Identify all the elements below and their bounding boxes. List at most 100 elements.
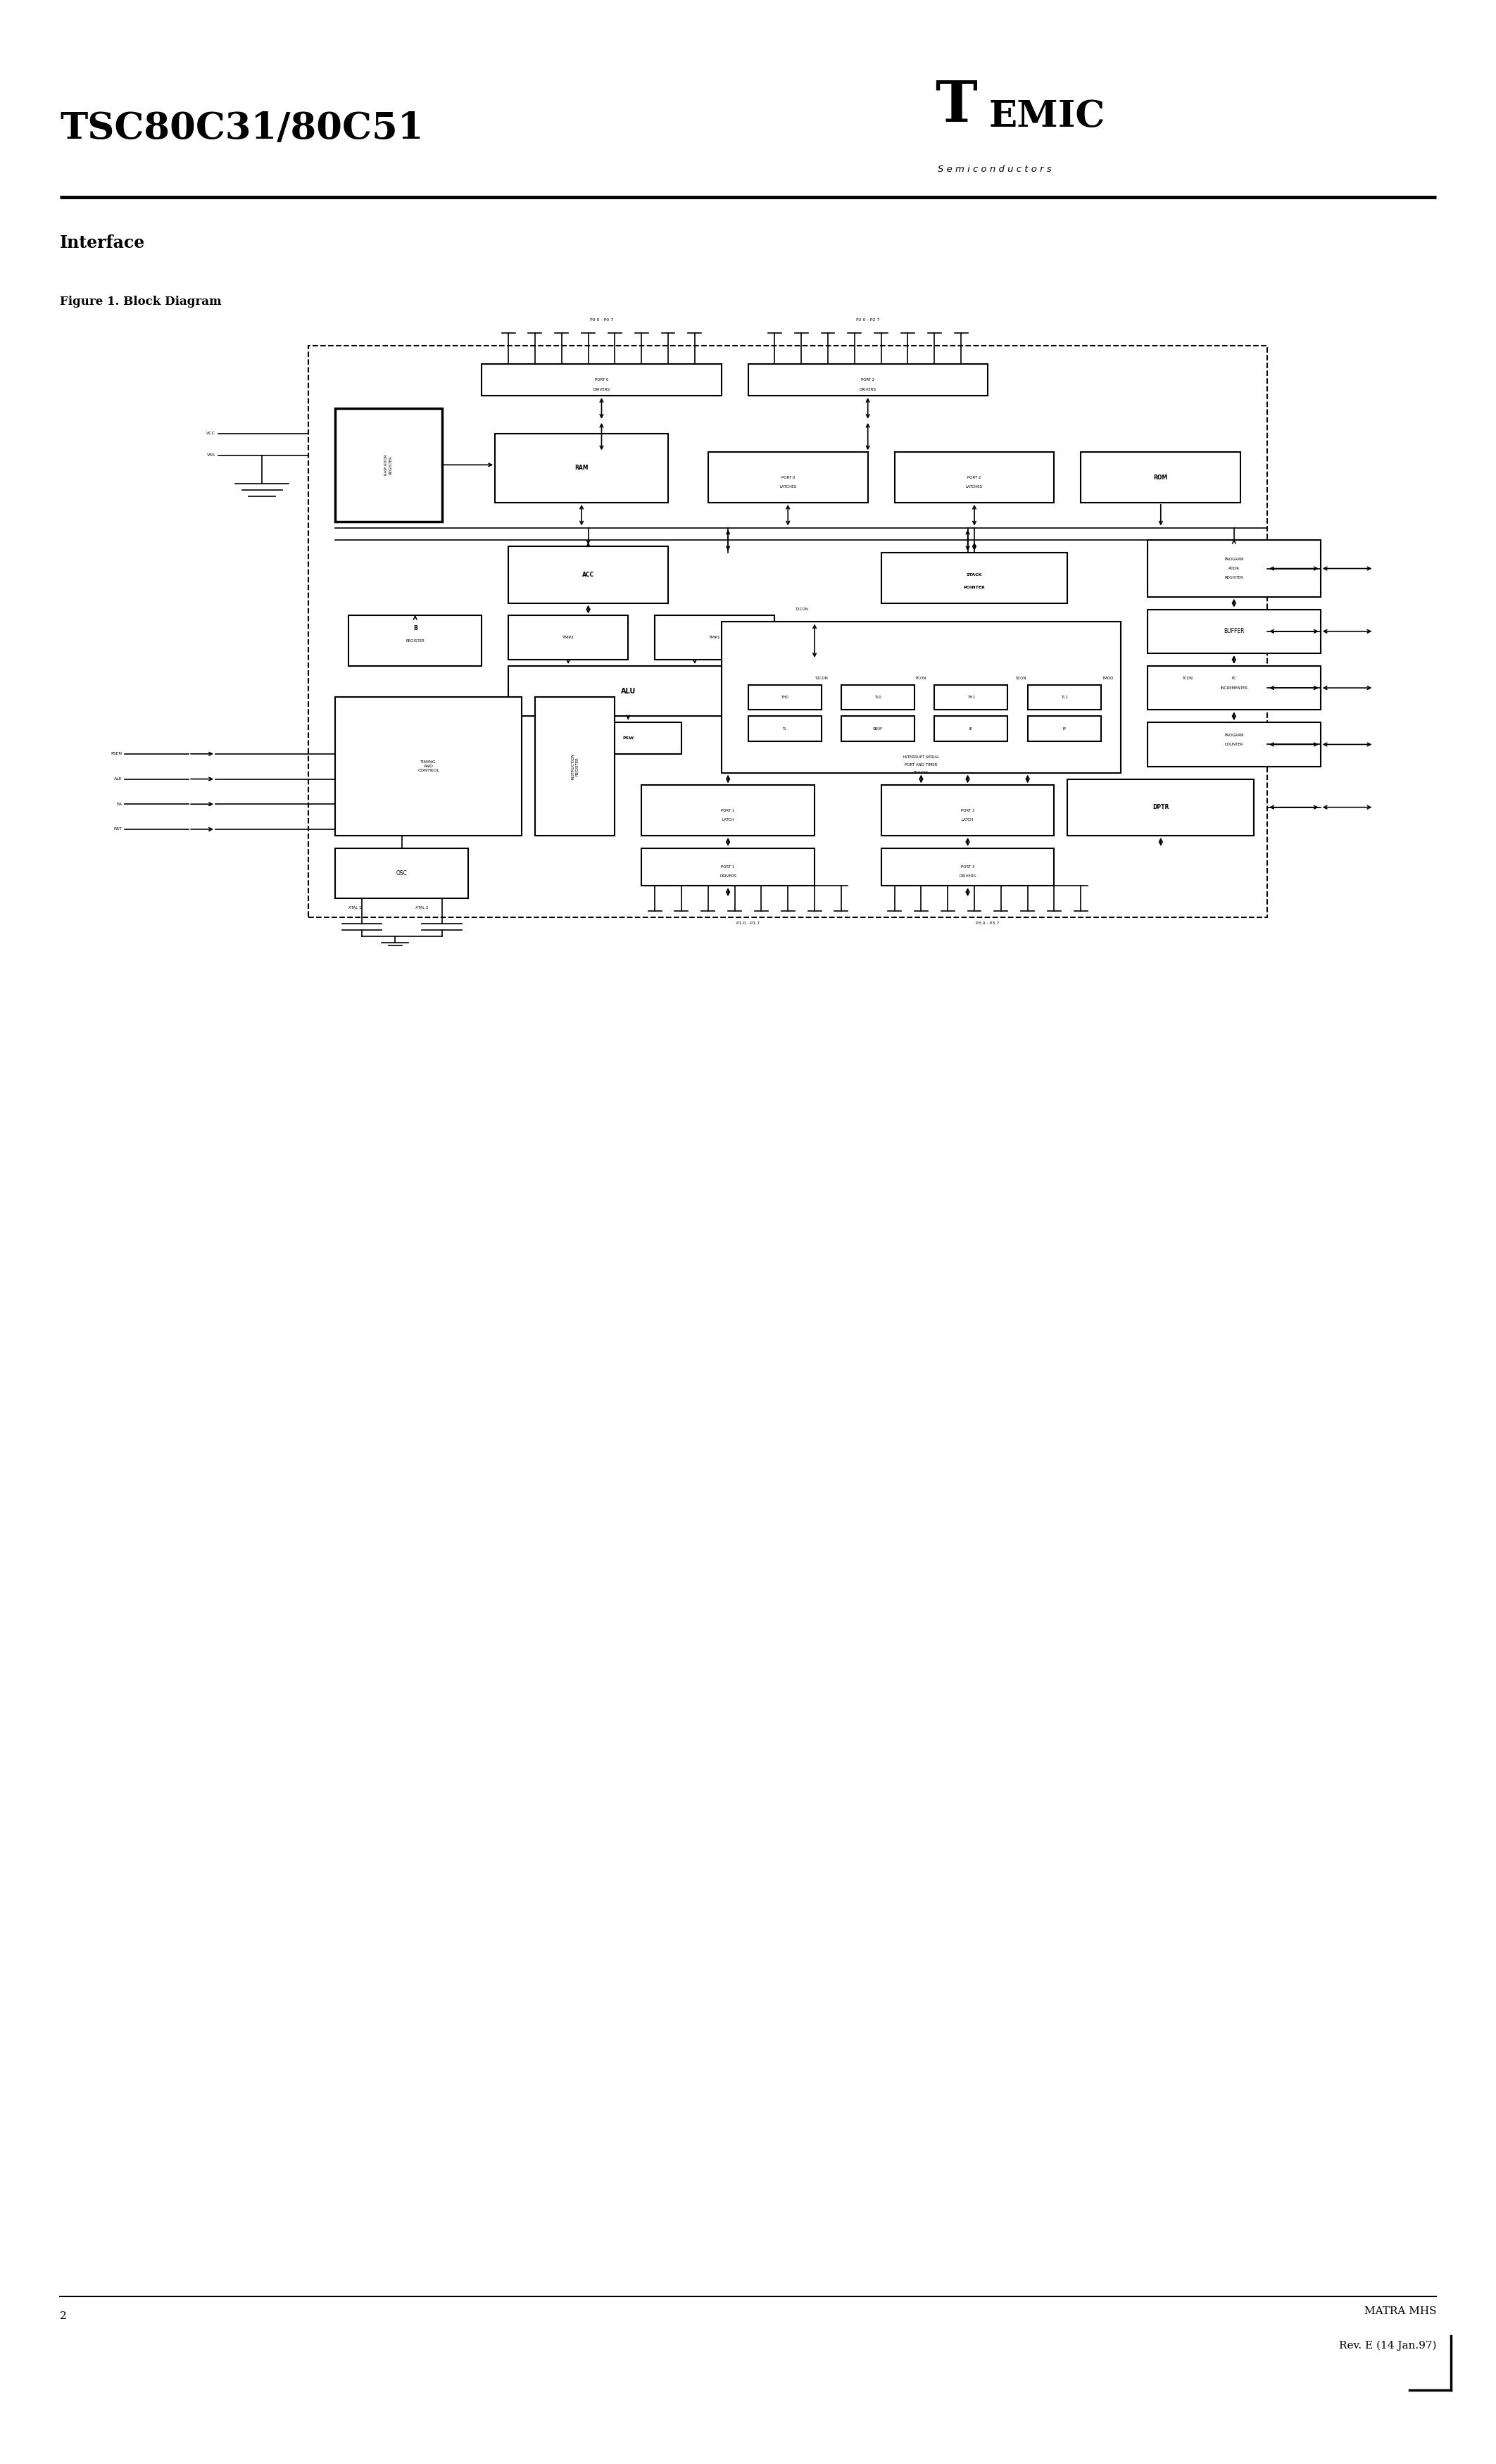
Text: T: T bbox=[935, 79, 977, 133]
Text: OSC: OSC bbox=[396, 870, 407, 877]
Text: PROGRAM: PROGRAM bbox=[1224, 734, 1243, 737]
Text: PORT 3: PORT 3 bbox=[960, 808, 974, 813]
Text: LATCH: LATCH bbox=[962, 818, 974, 821]
Bar bbox=[841, 717, 914, 742]
Text: EMIC: EMIC bbox=[989, 99, 1106, 136]
Text: SBUF: SBUF bbox=[872, 727, 883, 729]
Text: MATRA MHS: MATRA MHS bbox=[1364, 2306, 1436, 2316]
Text: INTERRUPT SERIAL: INTERRUPT SERIAL bbox=[904, 756, 939, 759]
Bar bbox=[349, 616, 482, 665]
Text: TL1: TL1 bbox=[1061, 695, 1068, 700]
Text: Interface: Interface bbox=[60, 234, 145, 251]
Text: TSC80C31/80C51: TSC80C31/80C51 bbox=[60, 111, 423, 148]
Text: TL0: TL0 bbox=[874, 695, 881, 700]
Text: TH1: TH1 bbox=[968, 695, 975, 700]
Text: Figure 1. Block Diagram: Figure 1. Block Diagram bbox=[60, 296, 221, 308]
Text: LATCHES: LATCHES bbox=[966, 485, 983, 488]
Text: COUNTER: COUNTER bbox=[1225, 742, 1243, 747]
Bar bbox=[509, 665, 748, 717]
Bar bbox=[574, 722, 682, 754]
Text: INCREMENTER: INCREMENTER bbox=[1221, 685, 1248, 690]
Text: PSEN: PSEN bbox=[111, 752, 123, 756]
Text: PSW: PSW bbox=[622, 737, 634, 739]
Text: EA: EA bbox=[117, 803, 123, 806]
Text: LATCH: LATCH bbox=[723, 818, 735, 821]
Bar bbox=[1080, 453, 1240, 503]
Text: SCON: SCON bbox=[1016, 678, 1026, 680]
Bar bbox=[495, 434, 669, 503]
Bar bbox=[895, 453, 1055, 503]
Bar bbox=[536, 697, 615, 835]
Text: P2 0 - P2 7: P2 0 - P2 7 bbox=[856, 318, 880, 323]
Text: ACC: ACC bbox=[582, 572, 594, 579]
Bar bbox=[841, 685, 914, 710]
Text: Rev. E (14 Jan.97): Rev. E (14 Jan.97) bbox=[1339, 2341, 1436, 2351]
Text: DRIVERS: DRIVERS bbox=[859, 387, 877, 392]
Bar bbox=[881, 786, 1055, 835]
Bar bbox=[335, 409, 441, 522]
Text: PORT 3: PORT 3 bbox=[960, 865, 974, 870]
Text: P0 0 - P0 7: P0 0 - P0 7 bbox=[589, 318, 613, 323]
Text: S e m i c o n d u c t o r s: S e m i c o n d u c t o r s bbox=[938, 165, 1052, 175]
Text: INSTRUCTION
REGISTER: INSTRUCTION REGISTER bbox=[571, 754, 579, 779]
Text: STACK: STACK bbox=[966, 574, 983, 577]
Bar bbox=[748, 717, 821, 742]
Text: PORT 2: PORT 2 bbox=[968, 476, 981, 478]
Text: ROM: ROM bbox=[1153, 473, 1168, 480]
Bar bbox=[1028, 717, 1101, 742]
Bar bbox=[721, 621, 1121, 774]
Text: TCON: TCON bbox=[1182, 678, 1192, 680]
Text: T2CON: T2CON bbox=[815, 678, 827, 680]
Bar bbox=[509, 547, 669, 604]
Text: PORT 1: PORT 1 bbox=[721, 808, 735, 813]
Text: B: B bbox=[413, 626, 417, 631]
Text: TMP2: TMP2 bbox=[562, 636, 574, 638]
Text: BUFFER: BUFFER bbox=[1224, 628, 1245, 636]
Bar bbox=[482, 365, 721, 397]
Bar bbox=[1147, 540, 1321, 596]
Bar bbox=[708, 453, 868, 503]
Text: REGISTER: REGISTER bbox=[405, 638, 425, 643]
Bar bbox=[1068, 779, 1254, 835]
Text: PCON: PCON bbox=[916, 678, 926, 680]
Bar bbox=[1028, 685, 1101, 710]
Text: VSS: VSS bbox=[206, 453, 215, 458]
Bar bbox=[308, 345, 1267, 917]
Bar bbox=[655, 616, 775, 660]
Bar bbox=[509, 616, 628, 660]
Text: RST: RST bbox=[114, 828, 123, 830]
Text: XTAL 1: XTAL 1 bbox=[349, 907, 362, 909]
Bar bbox=[881, 552, 1068, 604]
Text: PORT AND TIMER: PORT AND TIMER bbox=[905, 764, 938, 766]
Text: ALE: ALE bbox=[114, 776, 123, 781]
Bar bbox=[935, 685, 1008, 710]
Text: TMP1: TMP1 bbox=[709, 636, 721, 638]
Bar bbox=[642, 848, 814, 885]
Bar bbox=[881, 848, 1055, 885]
Text: TL: TL bbox=[782, 727, 787, 729]
Text: PORT 1: PORT 1 bbox=[721, 865, 735, 870]
Bar bbox=[935, 717, 1008, 742]
Text: PORT 0: PORT 0 bbox=[595, 379, 609, 382]
Text: RAM: RAM bbox=[574, 466, 588, 471]
Text: TIMING
AND
CONTROL: TIMING AND CONTROL bbox=[417, 761, 440, 771]
Text: P3.0 - P3.7: P3.0 - P3.7 bbox=[975, 922, 999, 926]
Text: PORT 0: PORT 0 bbox=[781, 476, 794, 478]
Text: REGISTER: REGISTER bbox=[1225, 577, 1243, 579]
Text: ALU: ALU bbox=[621, 687, 636, 695]
Bar bbox=[1147, 665, 1321, 710]
Text: DPTR: DPTR bbox=[1152, 803, 1168, 811]
Text: TH0: TH0 bbox=[781, 695, 788, 700]
Text: BLOCKS: BLOCKS bbox=[914, 771, 929, 774]
Bar bbox=[748, 685, 821, 710]
Text: RAM ADOR
REGISTER: RAM ADOR REGISTER bbox=[384, 453, 392, 476]
Bar bbox=[748, 365, 987, 397]
Text: ADDR: ADDR bbox=[1228, 567, 1240, 569]
Text: 2: 2 bbox=[60, 2311, 67, 2321]
Text: IP: IP bbox=[1062, 727, 1067, 729]
Text: VCC: VCC bbox=[206, 431, 215, 436]
Bar bbox=[335, 697, 522, 835]
Text: PROGRAM: PROGRAM bbox=[1224, 557, 1243, 562]
Text: PORT 2: PORT 2 bbox=[862, 379, 875, 382]
Bar bbox=[1147, 609, 1321, 653]
